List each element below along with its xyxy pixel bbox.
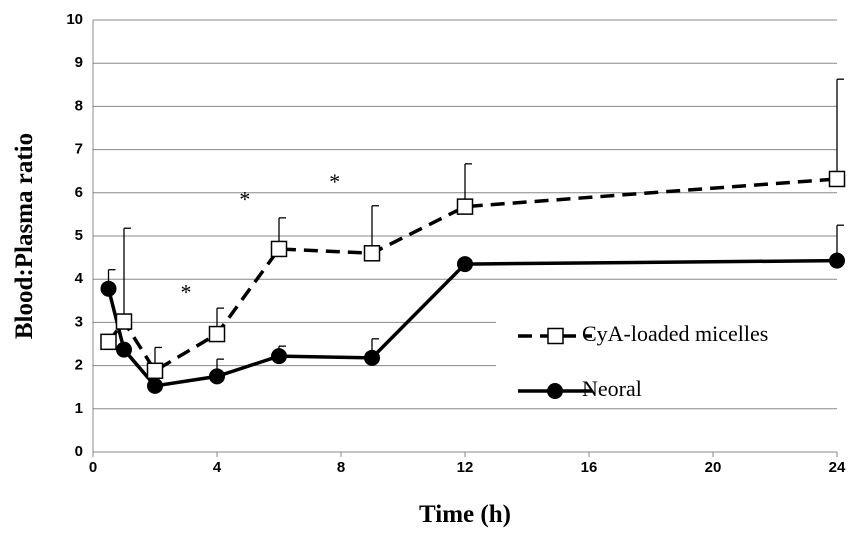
- y-tick-label: 4: [75, 270, 84, 287]
- legend-label: Neoral: [582, 376, 642, 401]
- error-bar: [836, 78, 844, 179]
- x-tick-label: 8: [337, 459, 345, 476]
- marker: [829, 252, 845, 269]
- x-tick-label: 12: [457, 459, 474, 476]
- marker: [209, 368, 225, 385]
- y-tick-label: 8: [75, 97, 83, 114]
- y-tick-label: 6: [75, 184, 83, 201]
- y-tick-label: 2: [75, 357, 83, 374]
- y-tick-label: 9: [75, 54, 83, 71]
- marker: [100, 333, 117, 351]
- legend-marker: [547, 383, 563, 399]
- marker: [363, 245, 381, 262]
- legend-label: CyA-loaded micelles: [582, 321, 768, 346]
- marker: [146, 362, 164, 380]
- y-tick-label: 3: [75, 313, 83, 330]
- annotation: *: [239, 186, 250, 211]
- y-tick-label: 1: [75, 400, 83, 417]
- y-tick-label: 5: [75, 227, 83, 244]
- x-tick-label: 16: [581, 459, 598, 476]
- marker: [828, 170, 846, 188]
- marker: [116, 341, 132, 358]
- x-tick-label: 20: [705, 459, 722, 476]
- marker: [147, 377, 163, 394]
- error-bar: [123, 227, 131, 322]
- x-axis-label: Time (h): [419, 501, 511, 528]
- marker: [100, 280, 117, 297]
- y-tick-label: 0: [75, 443, 83, 460]
- y-tick-label: 10: [66, 11, 83, 28]
- marker: [270, 240, 288, 258]
- annotation: *: [329, 169, 340, 194]
- x-tick-label: 0: [89, 459, 97, 476]
- marker: [457, 256, 473, 273]
- annotation: *: [181, 279, 192, 304]
- marker: [271, 348, 287, 365]
- x-tick-label: 4: [213, 459, 222, 476]
- marker: [115, 313, 133, 330]
- marker: [208, 325, 226, 343]
- y-tick-label: 7: [75, 141, 83, 158]
- legend-marker: [547, 327, 564, 345]
- x-tick-label: 24: [829, 459, 846, 476]
- marker: [364, 349, 380, 366]
- y-axis-label: Blood:Plasma ratio: [11, 133, 38, 339]
- marker: [456, 198, 474, 215]
